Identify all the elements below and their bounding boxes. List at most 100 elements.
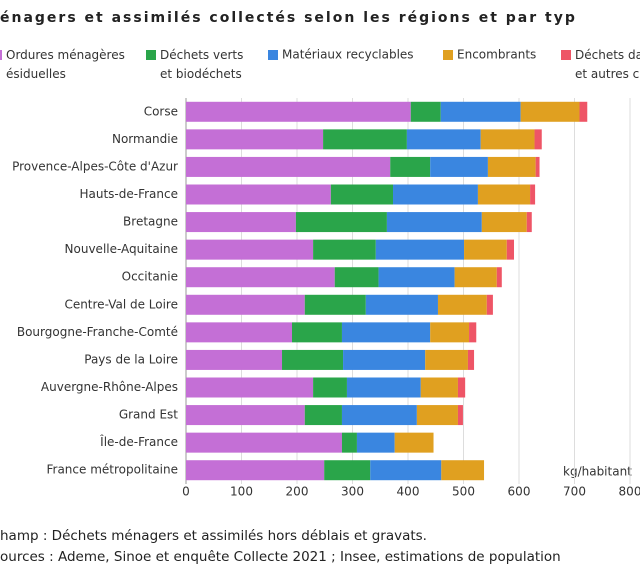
legend-line: ésiduelles	[6, 67, 66, 81]
chart-title: énagers et assimilés collectés selon les…	[0, 10, 577, 26]
bar-segment	[365, 294, 438, 315]
y-tick-label: Provence-Alpes-Côte d'Azur	[12, 159, 178, 173]
y-tick-label: Pays de la Loire	[84, 352, 178, 366]
y-tick-label: Auvergne-Rhône-Alpes	[41, 380, 178, 394]
legend-label: Déchets da et autres c	[575, 48, 640, 81]
bar-segment	[304, 405, 342, 426]
bar-segment	[390, 156, 431, 177]
x-tick-label: 400	[397, 485, 420, 499]
bar-segment	[186, 156, 391, 177]
legend-label: Déchets verts et biodéchets	[160, 48, 243, 81]
bar-segment	[464, 239, 507, 260]
bar-segment	[530, 184, 536, 205]
bar-segment	[393, 184, 478, 205]
legend-swatch	[146, 50, 156, 60]
bar-segment	[430, 322, 470, 343]
bar-segment	[394, 432, 434, 453]
bar-segment	[334, 267, 379, 288]
footnote: hamp : Déchets ménagers et assimilés hor…	[0, 528, 427, 544]
bar-segment	[341, 322, 431, 343]
bar-segment	[454, 267, 497, 288]
bar-segment	[186, 322, 293, 343]
legend-label: Matériaux recyclables	[282, 48, 414, 62]
bar-segment	[457, 405, 463, 426]
y-tick-label: Occitanie	[122, 270, 178, 284]
bar-segment	[186, 405, 305, 426]
bar-segment	[425, 349, 468, 370]
bar-segment	[313, 239, 376, 260]
y-tick-label: Grand Est	[119, 408, 178, 422]
bar-segment	[282, 349, 344, 370]
bar-segment	[467, 349, 475, 370]
y-tick-label: Normandie	[112, 132, 178, 146]
bar-segment	[186, 101, 411, 122]
bar-segment	[506, 239, 515, 260]
bar-segment	[496, 267, 502, 288]
bar-segment	[430, 156, 488, 177]
bar-segment	[437, 294, 487, 315]
bar-segment	[341, 432, 357, 453]
y-tick-label: France métropolitaine	[46, 463, 178, 477]
bar-segment	[356, 432, 395, 453]
legend-line: Ordures ménagères	[6, 48, 125, 62]
legend-swatch	[0, 50, 2, 60]
bar-segment	[186, 212, 296, 233]
y-tick-label: Bretagne	[123, 215, 178, 229]
bar-segment	[323, 129, 407, 150]
bar-segment	[535, 156, 540, 177]
bar-segment	[406, 129, 481, 150]
bar-segment	[378, 267, 455, 288]
bar-segment	[457, 377, 466, 398]
bar-segment	[324, 460, 371, 481]
bar-segment	[410, 101, 441, 122]
x-tick-label: 100	[230, 485, 253, 499]
bar-segment	[346, 377, 421, 398]
bar-segment	[534, 129, 542, 150]
x-tick-label: 700	[563, 485, 586, 499]
bar-segment	[469, 322, 477, 343]
bar-segment	[420, 377, 458, 398]
bar-segment	[186, 239, 314, 260]
bar-segment	[370, 460, 442, 481]
x-tick-label: 0	[182, 485, 190, 499]
bar-segment	[186, 460, 325, 481]
legend-label: Ordures ménagères ésiduelles	[6, 48, 125, 81]
legend-line: Déchets verts	[160, 48, 243, 62]
bar-segment	[186, 432, 342, 453]
bar-segment	[375, 239, 465, 260]
bar-segment	[440, 101, 521, 122]
bar-segment	[341, 405, 417, 426]
bar-segment	[477, 184, 531, 205]
bar-segment	[441, 460, 485, 481]
x-axis-label: kg/habitant	[563, 465, 632, 479]
y-tick-label: Île-de-France	[99, 434, 178, 449]
bar-segment	[186, 129, 324, 150]
legend-line: Déchets da	[575, 48, 640, 62]
bar-segment	[295, 212, 387, 233]
legend-swatch	[561, 50, 571, 60]
y-tick-label: Centre-Val de Loire	[64, 297, 178, 311]
bar-segment	[486, 294, 493, 315]
legend-line: et autres c	[575, 67, 639, 81]
x-tick-label: 200	[286, 485, 309, 499]
legend-swatch	[443, 50, 453, 60]
legend-label: Encombrants	[457, 48, 536, 62]
y-tick-label: Corse	[144, 104, 178, 118]
bar-segment	[186, 184, 331, 205]
y-tick-label: Hauts-de-France	[79, 187, 178, 201]
y-tick-label: Nouvelle-Aquitaine	[65, 242, 178, 256]
bar-segment	[186, 294, 305, 315]
x-tick-label: 800	[619, 485, 640, 499]
bar-segment	[186, 267, 335, 288]
bar-segment	[579, 101, 588, 122]
bar-segment	[416, 405, 458, 426]
bar-segment	[481, 212, 527, 233]
bar-segment	[487, 156, 536, 177]
legend-line: et biodéchets	[160, 67, 242, 81]
bar-segment	[386, 212, 482, 233]
y-tick-label: Bourgogne-Franche-Comté	[17, 325, 178, 339]
bar-segment	[304, 294, 366, 315]
legend-swatch	[268, 50, 278, 60]
bar-segment	[313, 377, 347, 398]
